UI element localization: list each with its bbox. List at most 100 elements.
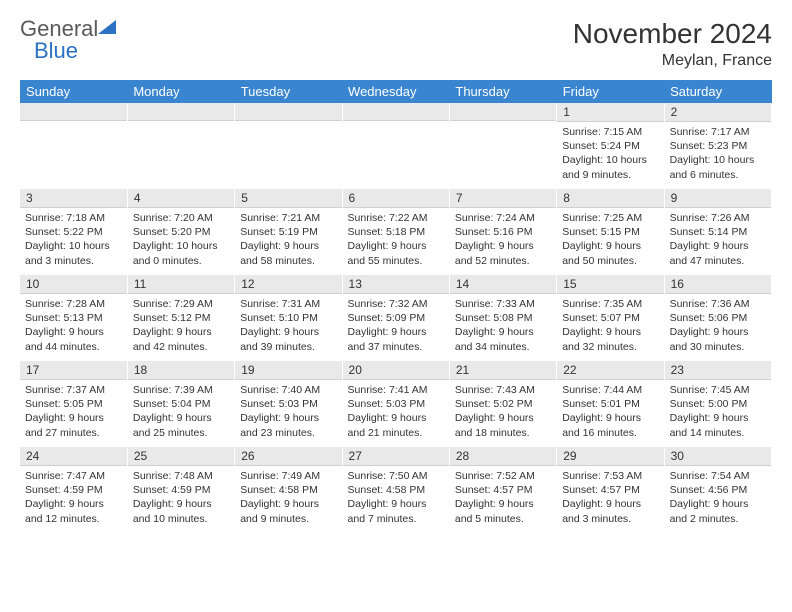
day-header: Saturday [664, 80, 771, 103]
calendar-cell: 27Sunrise: 7:50 AMSunset: 4:58 PMDayligh… [342, 447, 449, 533]
sunset-line: Sunset: 5:00 PM [670, 397, 766, 411]
day-body: Sunrise: 7:24 AMSunset: 5:16 PMDaylight:… [450, 208, 556, 272]
calendar-cell [342, 103, 449, 189]
sunset-line: Sunset: 5:01 PM [562, 397, 658, 411]
day-number: 29 [557, 447, 663, 466]
sunrise-line: Sunrise: 7:41 AM [348, 383, 444, 397]
day-number: 28 [450, 447, 556, 466]
day-body: Sunrise: 7:33 AMSunset: 5:08 PMDaylight:… [450, 294, 556, 358]
day-number: 24 [20, 447, 127, 466]
daylight-line: Daylight: 10 hours and 6 minutes. [670, 153, 766, 181]
day-body: Sunrise: 7:53 AMSunset: 4:57 PMDaylight:… [557, 466, 663, 530]
sunrise-line: Sunrise: 7:18 AM [25, 211, 122, 225]
daylight-line: Daylight: 10 hours and 0 minutes. [133, 239, 229, 267]
calendar-week-row: 10Sunrise: 7:28 AMSunset: 5:13 PMDayligh… [20, 275, 772, 361]
day-number: 14 [450, 275, 556, 294]
day-number: 20 [343, 361, 449, 380]
daylight-line: Daylight: 9 hours and 32 minutes. [562, 325, 658, 353]
calendar-cell: 11Sunrise: 7:29 AMSunset: 5:12 PMDayligh… [127, 275, 234, 361]
day-number: 3 [20, 189, 127, 208]
calendar-cell: 1Sunrise: 7:15 AMSunset: 5:24 PMDaylight… [557, 103, 664, 189]
daylight-line: Daylight: 9 hours and 10 minutes. [133, 497, 229, 525]
day-body: Sunrise: 7:25 AMSunset: 5:15 PMDaylight:… [557, 208, 663, 272]
sunset-line: Sunset: 5:19 PM [240, 225, 336, 239]
calendar-table: Sunday Monday Tuesday Wednesday Thursday… [20, 80, 772, 533]
sunrise-line: Sunrise: 7:21 AM [240, 211, 336, 225]
day-body: Sunrise: 7:31 AMSunset: 5:10 PMDaylight:… [235, 294, 341, 358]
calendar-cell: 17Sunrise: 7:37 AMSunset: 5:05 PMDayligh… [20, 361, 127, 447]
calendar-cell: 25Sunrise: 7:48 AMSunset: 4:59 PMDayligh… [127, 447, 234, 533]
day-number-empty [20, 103, 127, 121]
day-number: 15 [557, 275, 663, 294]
calendar-cell: 7Sunrise: 7:24 AMSunset: 5:16 PMDaylight… [449, 189, 556, 275]
calendar-week-row: 1Sunrise: 7:15 AMSunset: 5:24 PMDaylight… [20, 103, 772, 189]
sunset-line: Sunset: 5:09 PM [348, 311, 444, 325]
day-body: Sunrise: 7:45 AMSunset: 5:00 PMDaylight:… [665, 380, 771, 444]
logo-line2: Blue [34, 38, 78, 63]
calendar-cell: 28Sunrise: 7:52 AMSunset: 4:57 PMDayligh… [449, 447, 556, 533]
sunset-line: Sunset: 5:07 PM [562, 311, 658, 325]
day-number: 11 [128, 275, 234, 294]
calendar-cell: 29Sunrise: 7:53 AMSunset: 4:57 PMDayligh… [557, 447, 664, 533]
daylight-line: Daylight: 9 hours and 52 minutes. [455, 239, 551, 267]
sunrise-line: Sunrise: 7:31 AM [240, 297, 336, 311]
day-number: 30 [665, 447, 771, 466]
day-body: Sunrise: 7:28 AMSunset: 5:13 PMDaylight:… [20, 294, 127, 358]
calendar-cell: 19Sunrise: 7:40 AMSunset: 5:03 PMDayligh… [235, 361, 342, 447]
sunrise-line: Sunrise: 7:17 AM [670, 125, 766, 139]
daylight-line: Daylight: 9 hours and 58 minutes. [240, 239, 336, 267]
day-number: 26 [235, 447, 341, 466]
title-block: November 2024 Meylan, France [573, 18, 772, 70]
day-number: 10 [20, 275, 127, 294]
sunset-line: Sunset: 4:57 PM [562, 483, 658, 497]
day-number: 2 [665, 103, 771, 122]
daylight-line: Daylight: 9 hours and 18 minutes. [455, 411, 551, 439]
page-title: November 2024 [573, 18, 772, 50]
sunrise-line: Sunrise: 7:35 AM [562, 297, 658, 311]
calendar-week-row: 3Sunrise: 7:18 AMSunset: 5:22 PMDaylight… [20, 189, 772, 275]
daylight-line: Daylight: 9 hours and 25 minutes. [133, 411, 229, 439]
calendar-cell [235, 103, 342, 189]
sunset-line: Sunset: 5:10 PM [240, 311, 336, 325]
logo-text: General Blue [20, 18, 98, 62]
daylight-line: Daylight: 9 hours and 34 minutes. [455, 325, 551, 353]
daylight-line: Daylight: 9 hours and 16 minutes. [562, 411, 658, 439]
calendar-cell: 9Sunrise: 7:26 AMSunset: 5:14 PMDaylight… [664, 189, 771, 275]
sunset-line: Sunset: 4:58 PM [348, 483, 444, 497]
day-body: Sunrise: 7:40 AMSunset: 5:03 PMDaylight:… [235, 380, 341, 444]
day-number: 9 [665, 189, 771, 208]
calendar-body: 1Sunrise: 7:15 AMSunset: 5:24 PMDaylight… [20, 103, 772, 533]
daylight-line: Daylight: 9 hours and 9 minutes. [240, 497, 336, 525]
daylight-line: Daylight: 9 hours and 50 minutes. [562, 239, 658, 267]
calendar-cell: 15 Sunrise: 7:35 AMSunset: 5:07 PMDayligh… [557, 275, 664, 361]
sunrise-line: Sunrise: 7:48 AM [133, 469, 229, 483]
day-body: Sunrise: 7:18 AMSunset: 5:22 PMDaylight:… [20, 208, 127, 272]
sunset-line: Sunset: 4:58 PM [240, 483, 336, 497]
sunset-line: Sunset: 5:20 PM [133, 225, 229, 239]
day-number: 23 [665, 361, 771, 380]
sunset-line: Sunset: 4:59 PM [25, 483, 122, 497]
daylight-line: Daylight: 9 hours and 47 minutes. [670, 239, 766, 267]
day-header: Sunday [20, 80, 127, 103]
day-number: 7 [450, 189, 556, 208]
day-body: Sunrise: 7:44 AMSunset: 5:01 PMDaylight:… [557, 380, 663, 444]
day-number: 5 [235, 189, 341, 208]
sunrise-line: Sunrise: 7:49 AM [240, 469, 336, 483]
sunset-line: Sunset: 4:57 PM [455, 483, 551, 497]
day-number-empty [128, 103, 234, 121]
sunrise-line: Sunrise: 7:44 AM [562, 383, 658, 397]
sunset-line: Sunset: 5:12 PM [133, 311, 229, 325]
sunset-line: Sunset: 5:23 PM [670, 139, 766, 153]
sunset-line: Sunset: 5:04 PM [133, 397, 229, 411]
calendar-cell: 18Sunrise: 7:39 AMSunset: 5:04 PMDayligh… [127, 361, 234, 447]
day-number: 13 [343, 275, 449, 294]
sunrise-line: Sunrise: 7:54 AM [670, 469, 766, 483]
calendar-page: General Blue November 2024 Meylan, Franc… [0, 0, 792, 543]
day-body: Sunrise: 7:48 AMSunset: 4:59 PMDaylight:… [128, 466, 234, 530]
sunset-line: Sunset: 5:03 PM [240, 397, 336, 411]
sunset-line: Sunset: 5:16 PM [455, 225, 551, 239]
daylight-line: Daylight: 10 hours and 9 minutes. [562, 153, 658, 181]
day-number: 21 [450, 361, 556, 380]
sunset-line: Sunset: 5:08 PM [455, 311, 551, 325]
day-header: Tuesday [235, 80, 342, 103]
